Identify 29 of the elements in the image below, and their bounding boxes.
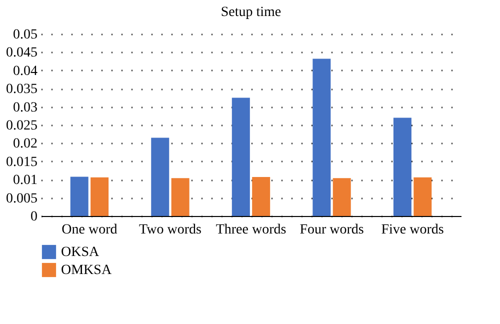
legend-label: OKSA [61,245,100,260]
bar [393,118,412,216]
legend-label: OMKSA [61,263,112,278]
bar [332,178,351,216]
x-tick-label: Five words [381,222,444,238]
y-tick-label: 0 [30,210,38,224]
x-tick-label: Four words [300,222,364,238]
bar [90,177,109,216]
bar [252,177,270,216]
y-tick-label: 0.035 [6,82,38,98]
bar [414,177,432,216]
y-tick-label: 0.05 [13,28,38,42]
x-tick-label: One word [62,222,118,238]
x-tick-label: Two words [139,222,202,238]
y-tick-label: 0.04 [13,64,38,79]
y-tick-label: 0.045 [6,46,38,61]
bar [312,58,331,216]
y-tick-label: 0.025 [6,118,38,134]
bar [171,178,190,216]
bar [232,98,250,216]
bar [151,138,170,216]
y-tick-label: 0.03 [13,100,38,116]
y-tick-label: 0.015 [6,154,38,170]
y-tick-label: 0.02 [13,136,38,152]
chart-title: Setup time [220,5,282,20]
x-tick-label: Three words [216,222,286,238]
y-tick-label: 0.01 [13,173,38,188]
y-tick-label: 0.005 [6,191,38,206]
bar [70,176,88,216]
